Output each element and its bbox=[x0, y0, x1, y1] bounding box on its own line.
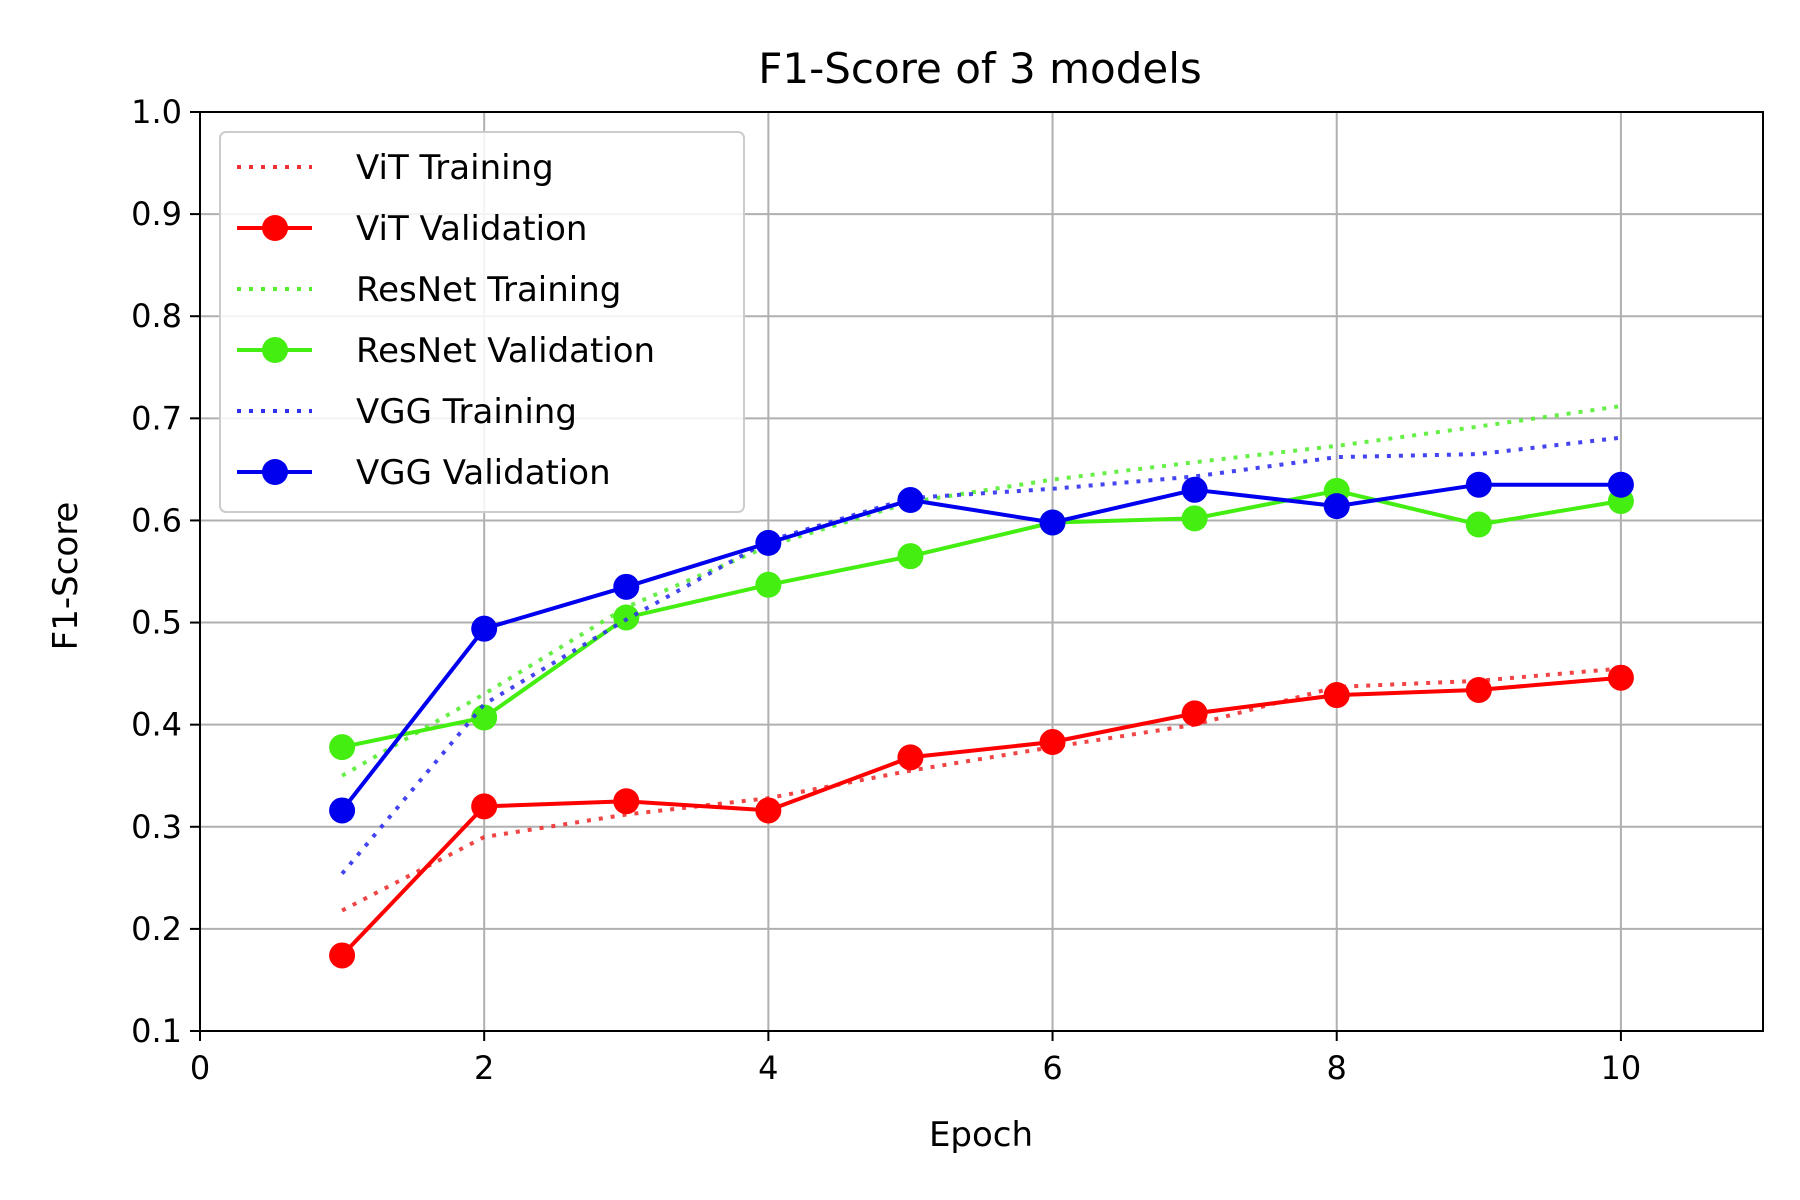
chart-title: F1-Score of 3 models bbox=[758, 44, 1202, 93]
legend-marker bbox=[262, 459, 288, 485]
series-vgg-training bbox=[340, 435, 1622, 875]
legend-marker bbox=[262, 337, 288, 363]
data-point bbox=[897, 744, 924, 771]
data-point bbox=[1323, 493, 1350, 520]
data-point bbox=[329, 797, 356, 824]
x-axis: 0 2 4 6 8 10 bbox=[190, 1031, 1641, 1087]
data-point bbox=[1465, 676, 1492, 703]
series-line bbox=[340, 482, 1621, 812]
data-point bbox=[613, 788, 640, 815]
legend-label: VGG Training bbox=[356, 392, 577, 432]
data-point bbox=[755, 571, 782, 598]
data-point bbox=[1465, 511, 1492, 538]
legend-item-resnet-validation: ResNet Validation bbox=[237, 331, 655, 371]
x-tick-label: 4 bbox=[758, 1049, 778, 1087]
data-point bbox=[1465, 471, 1492, 498]
legend-item-vgg-validation: VGG Validation bbox=[237, 453, 611, 493]
legend-label: ResNet Validation bbox=[356, 331, 655, 371]
x-tick-label: 6 bbox=[1042, 1049, 1062, 1087]
series-line bbox=[341, 666, 1622, 913]
series-line bbox=[340, 675, 1622, 957]
series-line bbox=[341, 488, 1622, 750]
x-tick-label: 2 bbox=[474, 1049, 494, 1087]
y-tick-label: 0.7 bbox=[131, 399, 182, 437]
y-tick-label: 0.8 bbox=[131, 297, 182, 335]
data-point bbox=[613, 573, 640, 600]
series-layer bbox=[329, 404, 1634, 969]
data-point bbox=[1039, 509, 1066, 536]
y-tick-label: 0.5 bbox=[131, 604, 182, 642]
data-point bbox=[471, 793, 498, 820]
x-tick-label: 0 bbox=[190, 1049, 210, 1087]
legend-label: VGG Validation bbox=[356, 453, 611, 493]
data-point bbox=[1323, 682, 1350, 709]
legend-marker bbox=[262, 215, 288, 241]
data-point bbox=[471, 704, 498, 731]
y-tick-label: 0.2 bbox=[131, 910, 182, 948]
data-point bbox=[1181, 505, 1208, 532]
data-point bbox=[755, 529, 782, 556]
y-tick-label: 0.3 bbox=[131, 808, 182, 846]
x-tick-label: 10 bbox=[1601, 1049, 1642, 1087]
y-axis-label: F1-Score bbox=[46, 502, 86, 651]
x-tick-label: 8 bbox=[1327, 1049, 1347, 1087]
y-tick-label: 0.1 bbox=[131, 1012, 182, 1050]
data-point bbox=[897, 543, 924, 570]
legend-box bbox=[219, 131, 745, 513]
y-tick-label: 0.9 bbox=[131, 195, 182, 233]
data-point bbox=[1039, 729, 1066, 756]
legend-item-resnet-training: ResNet Training bbox=[237, 270, 621, 310]
series-vit-training bbox=[341, 666, 1622, 913]
legend-item-vgg-training: VGG Training bbox=[237, 392, 577, 432]
legend-label: ViT Training bbox=[356, 148, 554, 188]
data-point bbox=[755, 797, 782, 824]
y-tick-label: 0.6 bbox=[131, 501, 182, 539]
data-point bbox=[329, 734, 356, 761]
series-line bbox=[340, 435, 1622, 875]
data-point bbox=[329, 942, 356, 969]
legend-label: ResNet Training bbox=[356, 270, 621, 310]
y-axis: 0.1 0.2 0.3 0.4 0.5 0.6 0.7 0.8 0.9 1.0 bbox=[131, 93, 200, 1050]
data-point bbox=[1607, 664, 1634, 691]
series-vgg-validation bbox=[329, 471, 1634, 824]
y-tick-label: 1.0 bbox=[131, 93, 182, 131]
legend-label: ViT Validation bbox=[356, 209, 587, 249]
data-point bbox=[471, 615, 498, 642]
data-point bbox=[1607, 471, 1634, 498]
x-axis-label: Epoch bbox=[929, 1115, 1033, 1155]
data-point bbox=[897, 487, 924, 514]
data-point bbox=[1181, 476, 1208, 503]
legend-item-vit-validation: ViT Validation bbox=[237, 209, 587, 249]
legend-item-vit-training: ViT Training bbox=[237, 148, 554, 188]
y-tick-label: 0.4 bbox=[131, 706, 182, 744]
data-point bbox=[1181, 700, 1208, 727]
series-vit-validation bbox=[329, 664, 1634, 969]
legend: ViT Training ViT Validation ResNet Trainin… bbox=[219, 131, 745, 513]
plot-frame bbox=[199, 111, 1764, 1032]
